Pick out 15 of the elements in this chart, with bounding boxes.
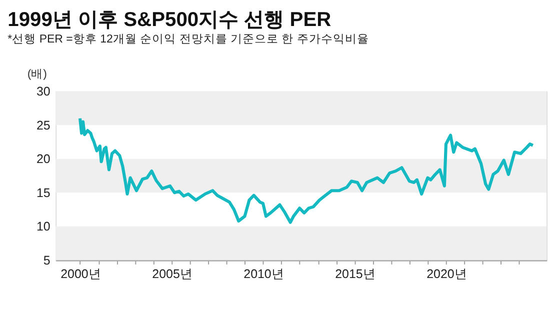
y-tick-label: 5: [43, 253, 50, 268]
y-tick-label: 10: [36, 220, 50, 234]
x-tick-label: 2010년: [244, 266, 284, 281]
x-tick-label: 2000년: [60, 266, 100, 281]
y-axis-title: (배): [27, 68, 48, 80]
y-tick-label: 25: [36, 118, 50, 132]
x-tick-label: 2005년: [152, 266, 192, 281]
x-tick-label: 2020년: [426, 266, 466, 281]
chart-subtitle: *선행 PER =항후 12개월 순이익 전망치를 기준으로 한 주가수익비율: [8, 33, 369, 46]
y-tick-label: 15: [36, 186, 50, 200]
line-series: [78, 116, 534, 224]
x-tick-label: 2015년: [335, 266, 375, 281]
y-tick-label: 30: [36, 84, 50, 99]
chart-title: 1999년 이후 S&P500지수 선행 PER: [8, 9, 332, 32]
y-tick-label: 20: [36, 152, 50, 166]
